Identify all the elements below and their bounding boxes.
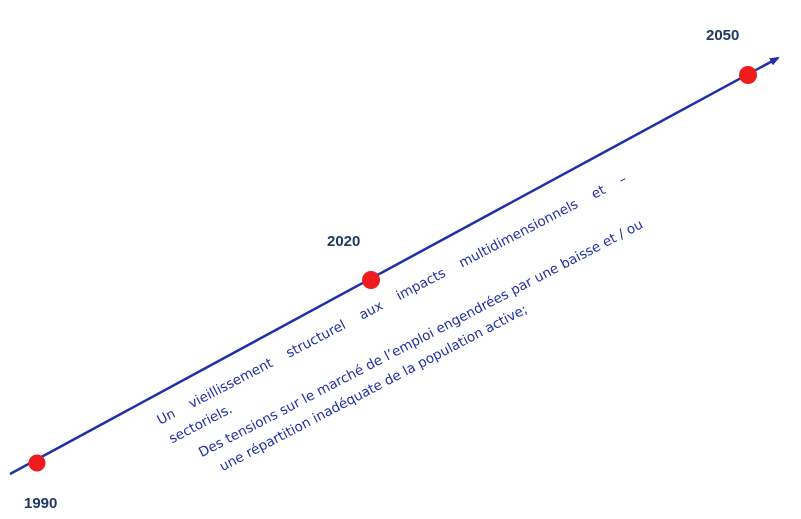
note-line-4: une répartition inadéquate de la populat… <box>217 302 530 475</box>
marker-2020 <box>362 271 380 289</box>
marker-1990 <box>28 454 46 472</box>
marker-2050 <box>739 66 757 84</box>
note-line-1: Un vieillissement structurel aux impacts… <box>154 171 629 429</box>
timeline-axis <box>9 56 780 476</box>
year-label-2020: 2020 <box>327 233 360 250</box>
note-line-3: Des tensions sur le marché de l’emploi e… <box>196 217 646 461</box>
notes-group: Un vieillissement structurel aux impacts… <box>154 171 646 475</box>
year-label-1990: 1990 <box>24 495 57 512</box>
year-label-2050: 2050 <box>706 27 739 44</box>
